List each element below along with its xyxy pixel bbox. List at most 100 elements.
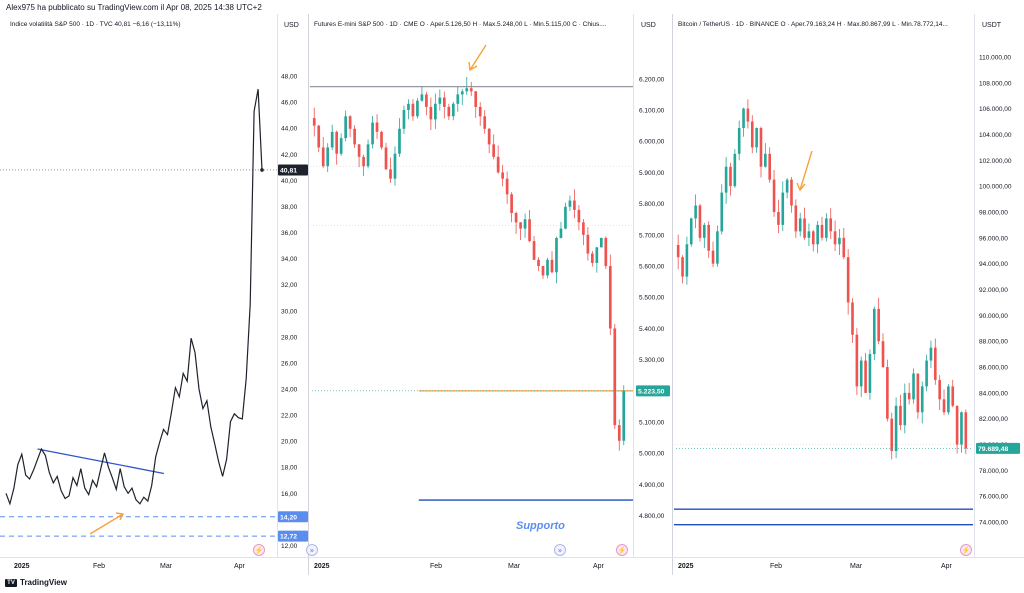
panel1-vix-chart[interactable]: 48,00 46,00 44,00 42,00 40,00 38,00 36,00 34,00… <box>0 74 308 570</box>
panel3-candle-body <box>920 386 924 413</box>
tradingview-logo[interactable]: TV TradingView <box>5 578 67 587</box>
panel3-candle-body <box>768 153 772 180</box>
panel2-title: Futures E-mini S&P 500 · 1D · CME O · Ap… <box>314 21 607 28</box>
panel2-candle-body <box>487 128 491 145</box>
panel2-candle-body <box>407 103 410 111</box>
panel2-candle-body <box>357 144 361 157</box>
panel2-x-tick-label: Apr <box>593 563 605 570</box>
panel2-candle-body <box>447 106 451 117</box>
panel2-candle-body <box>577 209 581 223</box>
panel3-y-tick-label: 90.000,00 <box>979 313 1008 320</box>
panel2-candle-body <box>478 106 482 117</box>
panel1-series-line <box>5 88 263 506</box>
panel1-y-tick-label: 26,00 <box>281 360 298 367</box>
panel3-candle-body <box>942 399 946 413</box>
panel3-y-tick-label: 76.000,00 <box>979 494 1008 501</box>
panel3-candle-body <box>833 231 837 245</box>
tradingview-logo-text: TradingView <box>20 578 67 587</box>
panel2-candle-body <box>501 172 504 179</box>
panel3-candle-body <box>951 386 955 406</box>
panel3-candle-body <box>716 231 719 264</box>
panel3-y-tick-label: 86.000,00 <box>979 365 1008 372</box>
panel2-y-tick-label: 5.900,00 <box>639 170 665 177</box>
panel3-candle-body <box>689 218 693 245</box>
panel3-candle-body <box>694 205 697 219</box>
panel3-candle-body <box>703 224 706 238</box>
panel2-currency: USD <box>641 22 656 29</box>
panel1-y-tick-label: 32,00 <box>281 282 298 289</box>
panel2-candle-body <box>474 91 478 107</box>
panel2-candle-body <box>330 131 334 148</box>
panel2-x-tick-label: Feb <box>430 563 442 570</box>
panel3-candle-body <box>829 218 833 232</box>
panel1-y-tick-label: 28,00 <box>281 334 298 341</box>
svg-text:⚡: ⚡ <box>618 546 627 555</box>
panel2-candle-body <box>362 156 365 167</box>
publish-header: Alex975 ha pubblicato su TradingView.com… <box>6 3 262 12</box>
panel1-goto-realtime-icon[interactable]: » <box>306 544 318 556</box>
panel2-candle-body <box>348 116 352 129</box>
panel2-candle-body <box>514 213 518 223</box>
panel3-candle-body <box>785 179 789 193</box>
panel3-candle-body <box>899 405 902 426</box>
panel3-candle-body <box>859 360 863 387</box>
panel3-last-price-label: 79.689,48 <box>978 446 1008 453</box>
panel2-candle-body <box>483 116 487 129</box>
panel3-candle-body <box>729 166 732 187</box>
panel3-x-tick-label: 2025 <box>678 563 694 570</box>
panel2-candle-body <box>568 200 572 207</box>
panel3-candle-body <box>916 373 920 413</box>
panel3-btc-chart[interactable]: 110.000,00 108.000,00 106.000,00 104.000,00… <box>674 54 1020 570</box>
panel2-y-tick-label: 6.100,00 <box>639 108 665 115</box>
panel3-candle-body <box>894 405 898 452</box>
panel3-candle-body <box>720 192 724 232</box>
panel2-y-tick-label: 4.800,00 <box>639 513 665 520</box>
panel2-candle-body <box>326 147 330 167</box>
panel3-candle-body <box>934 347 937 380</box>
panel3-y-tick-label: 74.000,00 <box>979 520 1008 527</box>
panel2-lightning-icon[interactable]: ⚡ <box>616 544 628 556</box>
panel3-candle-body <box>711 250 715 264</box>
panel3-candle-body <box>855 334 859 387</box>
panel2-y-tick-label: 4.900,00 <box>639 482 665 489</box>
panel2-candle-body <box>393 153 397 179</box>
panel3-y-tick-label: 92.000,00 <box>979 287 1008 294</box>
panel1-level-price-label-bg <box>278 530 308 542</box>
panel3-candle-body <box>955 405 959 445</box>
panel3-lightning-icon[interactable]: ⚡ <box>960 544 972 556</box>
panel2-candle-body <box>456 94 460 104</box>
panel2-goto-realtime-icon[interactable]: » <box>554 544 566 556</box>
panel2-candle-body <box>434 103 437 120</box>
panel2-y-tick-label: 5.000,00 <box>639 451 665 458</box>
panel3-x-tick-label: Mar <box>850 563 863 570</box>
panel2-candle-body <box>519 222 522 229</box>
panel3-y-tick-label: 102.000,00 <box>979 158 1012 165</box>
panel3-candle-body <box>676 244 680 258</box>
panel2-candle-body <box>312 118 316 126</box>
panel3-candle-body <box>842 237 846 258</box>
panel3-y-tick-label: 100.000,00 <box>979 184 1012 191</box>
panel3-candle-body <box>851 302 854 335</box>
panel1-level-price-label-bg <box>278 511 308 523</box>
panel3-candle-body <box>772 179 776 212</box>
panel2-candle-body <box>344 116 347 139</box>
panel3-y-tick-label: 106.000,00 <box>979 106 1012 113</box>
panel2-candle-body <box>353 128 356 145</box>
panel2-y-tick-label: 5.400,00 <box>639 326 665 333</box>
panel2-candle-body <box>375 122 379 132</box>
panel1-currency: USD <box>284 22 299 29</box>
panel1-y-tick-label: 30,00 <box>281 308 298 315</box>
panel1-last-price-label: 40,81 <box>280 167 297 174</box>
panel3-y-tick-label: 84.000,00 <box>979 390 1008 397</box>
panel3-candle-body <box>685 244 689 277</box>
panel2-candle-body <box>586 234 590 254</box>
panel3-candle-body <box>755 127 758 148</box>
panel3-candle-body <box>912 373 915 400</box>
panel2-y-tick-label: 5.100,00 <box>639 420 665 427</box>
panel2-es-futures-chart[interactable]: 6.200,00 6.100,00 6.000,00 5.900,00 5.800,00… <box>310 76 670 570</box>
panel2-candle-body <box>465 88 469 92</box>
panel1-lightning-icon[interactable]: ⚡ <box>253 544 265 556</box>
panel3-title: Bitcoin / TetherUS · 1D · BINANCE O · Ap… <box>678 21 948 28</box>
